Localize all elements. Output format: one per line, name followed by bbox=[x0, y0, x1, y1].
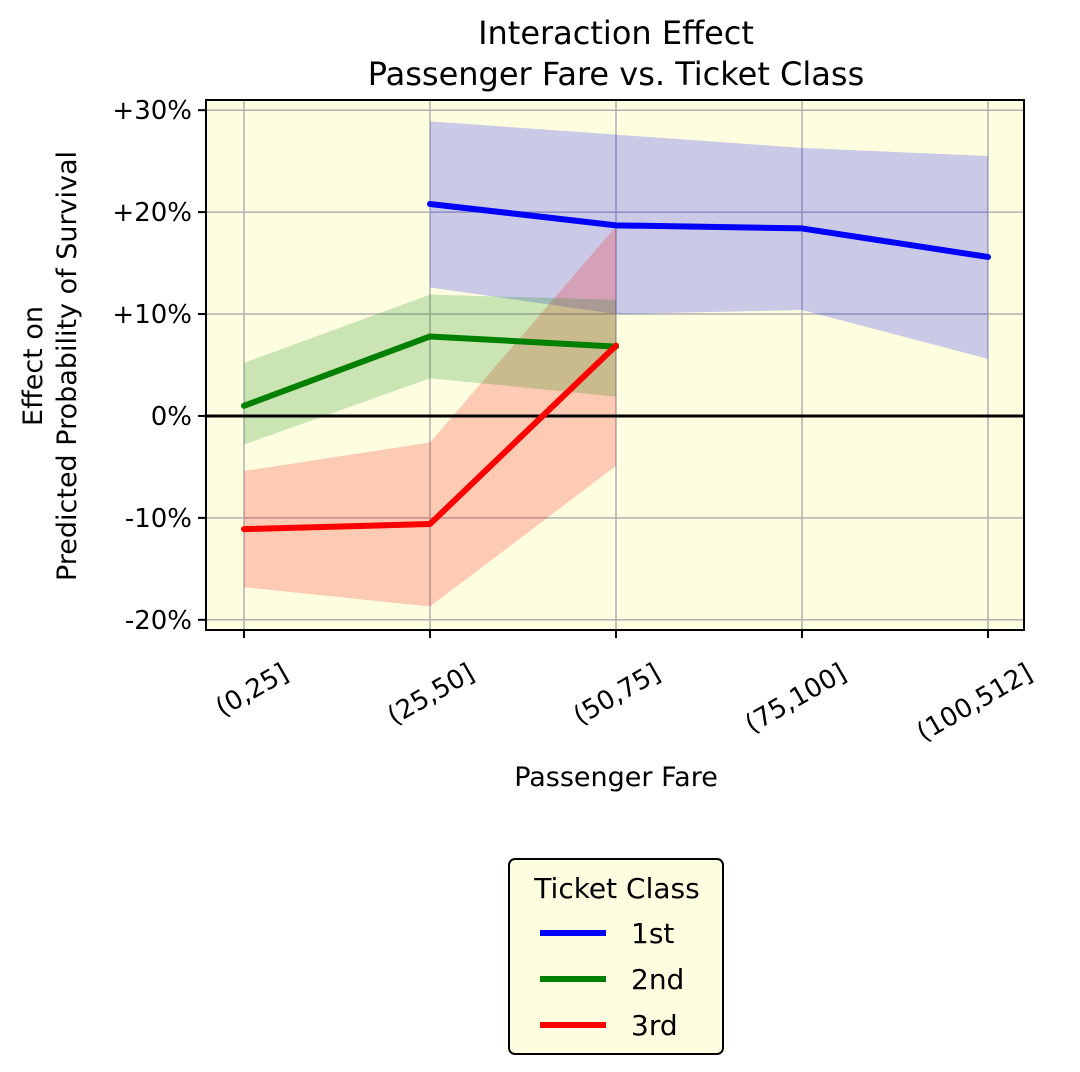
legend-items: 1st 2nd 3rd bbox=[540, 917, 684, 1042]
chart-subtitle: Passenger Fare vs. Ticket Class bbox=[368, 55, 864, 93]
x-tick-label: (75,100] bbox=[740, 658, 851, 740]
x-tick-label: (25,50] bbox=[382, 658, 479, 731]
line-2nd bbox=[241, 333, 619, 409]
y-axis: -20% -10% 0% +10% +20% +30% bbox=[112, 96, 206, 636]
line-1st bbox=[427, 200, 991, 260]
x-tick-label: (0,25] bbox=[211, 658, 294, 723]
plot-area bbox=[206, 100, 1024, 630]
band-3rd bbox=[244, 226, 616, 607]
line-3rd bbox=[241, 342, 619, 533]
y-tick-label: -20% bbox=[125, 606, 192, 636]
y-tick-label: +20% bbox=[112, 198, 192, 228]
legend-box bbox=[508, 858, 724, 1055]
y-axis-label-line2: Predicted Probability of Survival bbox=[52, 151, 83, 581]
legend-label-1st: 1st bbox=[631, 917, 674, 950]
y-tick-label: -10% bbox=[125, 504, 192, 534]
band-2nd bbox=[244, 294, 616, 445]
y-tick-label: 0% bbox=[151, 402, 192, 432]
x-axis-label: Passenger Fare bbox=[514, 762, 718, 793]
y-tick-label: +10% bbox=[112, 300, 192, 330]
band-1st bbox=[430, 121, 988, 359]
legend: Ticket Class 1st 2nd 3rd bbox=[508, 858, 724, 1055]
y-axis-label-line1: Effect on bbox=[18, 306, 49, 426]
x-axis: (0,25] (25,50] (50,75] (75,100] (100,512] bbox=[211, 630, 1038, 748]
legend-label-3rd: 3rd bbox=[631, 1009, 678, 1042]
chart-title: Interaction Effect bbox=[478, 14, 754, 52]
legend-title: Ticket Class bbox=[533, 872, 699, 905]
y-tick-label: +30% bbox=[112, 96, 192, 126]
series-lines bbox=[241, 200, 991, 533]
confidence-bands bbox=[244, 121, 988, 607]
legend-label-2nd: 2nd bbox=[631, 963, 684, 996]
x-tick-label: (50,75] bbox=[568, 658, 665, 731]
x-tick-label: (100,512] bbox=[912, 658, 1038, 748]
